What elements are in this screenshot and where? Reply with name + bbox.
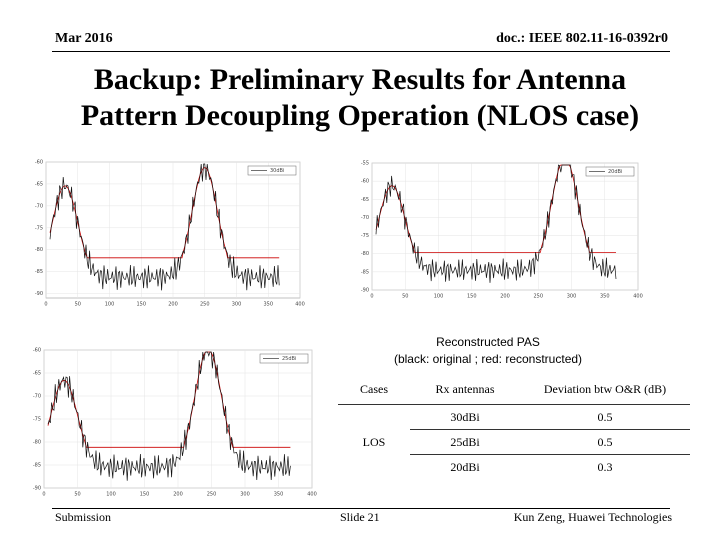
cell: 0.5 bbox=[520, 429, 690, 455]
cell: 25dBi bbox=[410, 429, 520, 455]
x-tick-label: 150 bbox=[467, 294, 477, 300]
y-tick-label: -85 bbox=[35, 269, 43, 275]
col-header: Cases bbox=[338, 374, 410, 405]
x-tick-label: 350 bbox=[274, 492, 284, 498]
legend-box bbox=[585, 166, 635, 177]
col-header: Deviation btw O&R (dB) bbox=[520, 374, 690, 405]
x-tick-label: 300 bbox=[567, 294, 577, 300]
y-tick-label: -60 bbox=[361, 179, 369, 185]
legend-label: 25dBi bbox=[282, 356, 296, 362]
x-tick-label: 0 bbox=[42, 492, 45, 498]
y-tick-label: -85 bbox=[33, 463, 41, 469]
y-tick-label: -65 bbox=[33, 371, 41, 377]
cell: 0.3 bbox=[597, 459, 613, 474]
y-tick-label: -80 bbox=[33, 440, 41, 446]
cell: 0.5 bbox=[520, 404, 690, 430]
x-tick-label: 400 bbox=[295, 302, 305, 308]
x-tick-label: 350 bbox=[600, 294, 610, 300]
y-tick-label: -55 bbox=[361, 161, 369, 167]
reconstructed-curve bbox=[49, 167, 280, 259]
case-cell: LOS bbox=[362, 434, 386, 449]
results-table: Cases Rx antennas Deviation btw O&R (dB)… bbox=[338, 374, 690, 479]
x-tick-label: 100 bbox=[106, 492, 116, 498]
x-tick-label: 400 bbox=[307, 492, 317, 498]
footer-left: Submission bbox=[55, 510, 112, 524]
title-line: Backup: Preliminary Results for Antenna bbox=[93, 63, 627, 96]
footer-right: Kun Zeng, Huawei Technologies bbox=[513, 510, 672, 524]
date: Mar 2016 bbox=[55, 31, 113, 46]
legend-label: 20dBi bbox=[608, 169, 622, 175]
legend-label: 30dBi bbox=[270, 168, 284, 174]
y-tick-label: -65 bbox=[361, 197, 369, 203]
legend-box bbox=[247, 165, 297, 176]
x-tick-label: 250 bbox=[207, 492, 217, 498]
y-tick-label: -75 bbox=[33, 417, 41, 423]
x-tick-label: 200 bbox=[500, 294, 510, 300]
y-tick-label: -80 bbox=[35, 247, 43, 253]
x-tick-label: 200 bbox=[168, 302, 178, 308]
x-tick-label: 100 bbox=[105, 302, 115, 308]
x-tick-label: 200 bbox=[173, 492, 183, 498]
y-tick-label: -60 bbox=[33, 348, 41, 354]
y-tick-label: -75 bbox=[361, 233, 369, 239]
rule bbox=[52, 51, 670, 52]
y-tick-label: -70 bbox=[361, 215, 369, 221]
x-tick-label: 50 bbox=[75, 302, 81, 308]
y-tick-label: -60 bbox=[35, 160, 43, 166]
title: Backup: Preliminary Results for Antenna … bbox=[0, 62, 720, 134]
x-tick-label: 250 bbox=[533, 294, 543, 300]
y-tick-label: -90 bbox=[33, 486, 41, 492]
cell: 30dBi bbox=[410, 404, 520, 430]
x-tick-label: 0 bbox=[44, 302, 47, 308]
legend-box bbox=[259, 353, 309, 364]
original-curve bbox=[375, 164, 617, 283]
x-tick-label: 150 bbox=[140, 492, 150, 498]
x-tick-label: 350 bbox=[263, 302, 273, 308]
doc-id: doc.: IEEE 802.11-16-0392r0 bbox=[496, 31, 668, 46]
rule bbox=[52, 508, 670, 509]
caption-line: (black: original ; red: reconstructed) bbox=[393, 352, 583, 366]
y-tick-label: -75 bbox=[35, 225, 43, 231]
col-header: Rx antennas bbox=[410, 374, 520, 405]
x-tick-label: 150 bbox=[136, 302, 146, 308]
caption-line: Reconstructed PAS bbox=[436, 335, 540, 349]
x-tick-label: 400 bbox=[633, 294, 643, 300]
caption: Reconstructed PAS (black: original ; red… bbox=[380, 334, 596, 368]
x-tick-label: 300 bbox=[232, 302, 242, 308]
y-tick-label: -65 bbox=[35, 181, 43, 187]
y-tick-label: -80 bbox=[361, 251, 369, 257]
y-tick-label: -70 bbox=[35, 203, 43, 209]
y-tick-label: -70 bbox=[33, 394, 41, 400]
footer-center: Slide 21 bbox=[340, 510, 380, 524]
x-tick-label: 50 bbox=[74, 492, 80, 498]
original-curve bbox=[47, 351, 291, 481]
title-line: Pattern Decoupling Operation (NLOS case) bbox=[80, 99, 640, 132]
original-curve bbox=[49, 163, 280, 291]
y-tick-label: -90 bbox=[35, 291, 43, 297]
x-tick-label: 0 bbox=[370, 294, 373, 300]
y-tick-label: -85 bbox=[361, 269, 369, 275]
x-tick-label: 50 bbox=[402, 294, 408, 300]
x-tick-label: 300 bbox=[240, 492, 250, 498]
cell: 20dBi bbox=[450, 459, 480, 474]
y-tick-label: -90 bbox=[361, 288, 369, 294]
x-tick-label: 100 bbox=[434, 294, 444, 300]
x-tick-label: 250 bbox=[200, 302, 210, 308]
